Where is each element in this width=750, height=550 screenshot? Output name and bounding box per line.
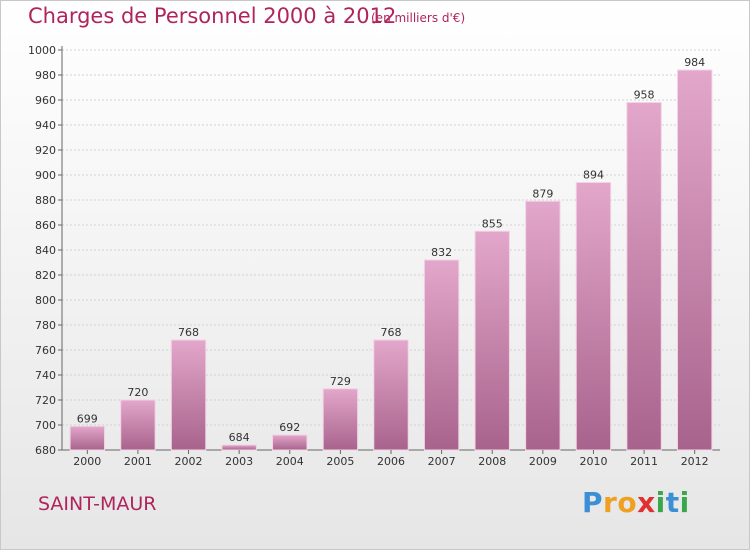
y-tick-label: 740: [35, 369, 56, 382]
value-label-2011: 958: [634, 89, 655, 102]
bar-2010: [575, 182, 612, 451]
x-tick-label-2005: 2005: [326, 455, 354, 468]
x-tick-label-2009: 2009: [529, 455, 557, 468]
y-tick-label: 840: [35, 244, 56, 257]
y-tick-label: 940: [35, 119, 56, 132]
y-tick-label: 880: [35, 194, 56, 207]
y-tick-label: 900: [35, 169, 56, 182]
y-tick-label: 800: [35, 294, 56, 307]
y-tick-label: 720: [35, 394, 56, 407]
x-tick-label-2011: 2011: [630, 455, 658, 468]
y-tick-label: 860: [35, 219, 56, 232]
x-tick-label-2008: 2008: [478, 455, 506, 468]
x-tick-labels: 2000 2001 2002 2003 2004 2005 2006 2007 2008 2009…: [73, 450, 709, 468]
value-label-2005: 729: [330, 375, 351, 388]
x-tick-label-2012: 2012: [681, 455, 709, 468]
bar-2007: [423, 259, 460, 451]
logo-letter: P: [582, 486, 604, 519]
y-tick-label: 680: [35, 444, 56, 457]
y-tick-label: 760: [35, 344, 56, 357]
logo-letter: t: [665, 486, 680, 519]
y-tick-label: 920: [35, 144, 56, 157]
logo-letter: r: [603, 486, 618, 519]
bar-2001: [120, 399, 156, 451]
y-tick-labels: 680 700 720 740 760 780 800 820 840 860 880 900 920 9…: [28, 44, 62, 457]
value-label-2001: 720: [127, 386, 148, 399]
x-tick-label-2006: 2006: [377, 455, 405, 468]
value-label-2009: 879: [532, 187, 553, 200]
bar-2012: [676, 69, 713, 451]
logo-letter: i: [679, 486, 690, 519]
bar-2002: [170, 339, 207, 451]
value-label-2010: 894: [583, 169, 604, 182]
x-tick-label-2003: 2003: [225, 455, 253, 468]
y-tick-label: 700: [35, 419, 56, 432]
bar-2006: [373, 339, 409, 451]
y-tick-label: 980: [35, 69, 56, 82]
y-tick-label: 780: [35, 319, 56, 332]
bar-2011: [626, 102, 662, 451]
value-label-2012: 984: [684, 56, 705, 69]
x-tick-label-2002: 2002: [175, 455, 203, 468]
bars: [69, 69, 713, 451]
value-labels: 699 720 768 684 692 729 768 832 855 879 894 958 984: [77, 56, 705, 444]
logo-letter: i: [655, 486, 666, 519]
chart-title: Charges de Personnel 2000 à 2012: [28, 4, 397, 28]
value-label-2008: 855: [482, 217, 503, 230]
bar-2009: [525, 200, 561, 451]
x-tick-label-2004: 2004: [276, 455, 304, 468]
bar-2004: [272, 434, 308, 451]
value-label-2007: 832: [431, 246, 452, 259]
y-tick-label: 1000: [28, 44, 56, 57]
value-label-2006: 768: [381, 326, 402, 339]
x-tick-label-2001: 2001: [124, 455, 152, 468]
y-tick-label: 820: [35, 269, 56, 282]
x-tick-label-2007: 2007: [428, 455, 456, 468]
value-label-2000: 699: [77, 412, 98, 425]
value-label-2002: 768: [178, 326, 199, 339]
bar-2003: [221, 444, 257, 451]
value-label-2004: 692: [279, 421, 300, 434]
proxiti-logo: Proxiti: [582, 486, 690, 519]
logo-letter: x: [637, 486, 656, 519]
x-tick-label-2000: 2000: [73, 455, 101, 468]
bar-2008: [474, 230, 510, 451]
chart-subtitle: (en milliers d'€): [371, 11, 466, 25]
bar-2005: [322, 388, 359, 451]
logo-letter: o: [617, 486, 638, 519]
x-tick-label-2010: 2010: [579, 455, 607, 468]
city-name: SAINT-MAUR: [38, 493, 157, 515]
value-label-2003: 684: [229, 431, 250, 444]
bar-2000: [69, 425, 106, 451]
y-tick-label: 960: [35, 94, 56, 107]
